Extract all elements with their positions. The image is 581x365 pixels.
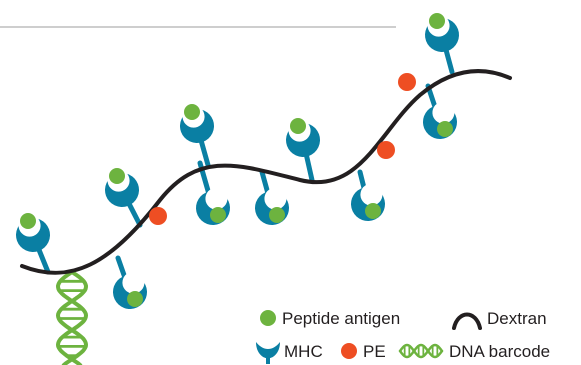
mhc-unit — [286, 118, 320, 183]
double-helix-icon — [398, 343, 444, 359]
legend-mhc-label: MHC — [284, 342, 323, 361]
legend-pe-label: PE — [363, 342, 386, 361]
mhc-unit — [351, 169, 385, 221]
dextran-backbone — [20, 69, 512, 275]
mhc-unit — [425, 13, 459, 75]
legend: Peptide antigen Dextran MHC PE DNA barco… — [256, 309, 550, 364]
peptide-antigen — [269, 207, 285, 223]
legend-peptide-label: Peptide antigen — [282, 309, 400, 328]
pe-dot — [398, 73, 416, 91]
red-dot-icon — [341, 343, 357, 359]
mhc-unit — [196, 160, 230, 225]
peptide-antigen — [109, 168, 125, 184]
mhc-unit — [16, 213, 51, 275]
mhc-unit — [105, 168, 143, 228]
mhc-unit — [255, 169, 289, 225]
mhc-units — [16, 13, 459, 309]
peptide-antigen — [437, 121, 453, 137]
peptide-antigen — [290, 118, 306, 134]
pe-dot — [149, 207, 167, 225]
mhc-unit — [113, 255, 147, 309]
legend-dextran-label: Dextran — [487, 309, 547, 328]
peptide-antigen — [20, 213, 36, 229]
peptide-antigen — [184, 104, 200, 120]
peptide-antigen — [210, 207, 226, 223]
arch-icon — [452, 312, 482, 330]
peptide-legend-icon — [260, 310, 276, 326]
mhc-unit — [180, 104, 214, 168]
mhc-cup-icon — [256, 342, 280, 364]
mhc-unit — [423, 83, 457, 139]
legend-dna-label: DNA barcode — [449, 342, 550, 361]
peptide-antigen — [429, 13, 445, 29]
dna-barcode — [55, 270, 89, 365]
pe-dots — [149, 73, 416, 225]
pe-dot — [377, 141, 395, 159]
peptide-antigen — [365, 203, 381, 219]
peptide-antigen — [127, 291, 143, 307]
